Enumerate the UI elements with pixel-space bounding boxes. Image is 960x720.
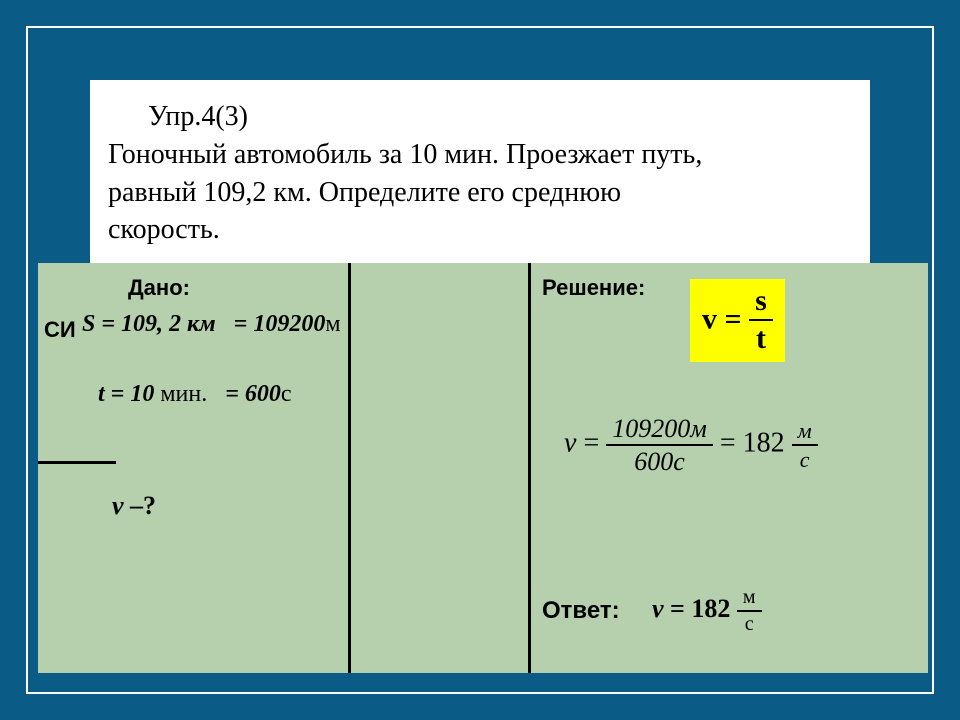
problem-line-2: равный 109,2 км. Определите его среднюю xyxy=(108,174,852,212)
inner-frame: Упр.4(3) Гоночный автомобиль за 10 мин. … xyxy=(26,26,934,694)
calculation: v = 109200м 600с = 182 м с xyxy=(564,415,818,476)
label-given: Дано: xyxy=(128,275,190,301)
label-solution: Решение: xyxy=(542,275,645,301)
exercise-label: Упр.4(3) xyxy=(148,98,852,136)
formula-highlight: v = s t xyxy=(690,279,785,362)
divider-1 xyxy=(348,263,351,673)
given-s: S = 109, 2 км = 109200м xyxy=(82,311,341,338)
outer-frame: Упр.4(3) Гоночный автомобиль за 10 мин. … xyxy=(0,0,960,720)
solution-card: СИ Дано: Решение: Ответ: S = 109, 2 км =… xyxy=(38,263,928,673)
label-answer: Ответ: xyxy=(542,597,620,625)
problem-line-1: Гоночный автомобиль за 10 мин. Проезжает… xyxy=(108,136,852,174)
problem-card: Упр.4(3) Гоночный автомобиль за 10 мин. … xyxy=(90,80,870,263)
find-divider xyxy=(38,461,116,464)
given-t: t = 10 мин. = 600с xyxy=(98,381,292,408)
problem-line-3: скорость. xyxy=(108,211,852,249)
given-find: v –? xyxy=(112,491,156,521)
divider-2 xyxy=(528,263,531,673)
answer-value: v = 182 м с xyxy=(652,587,762,635)
label-si: СИ xyxy=(44,317,76,343)
